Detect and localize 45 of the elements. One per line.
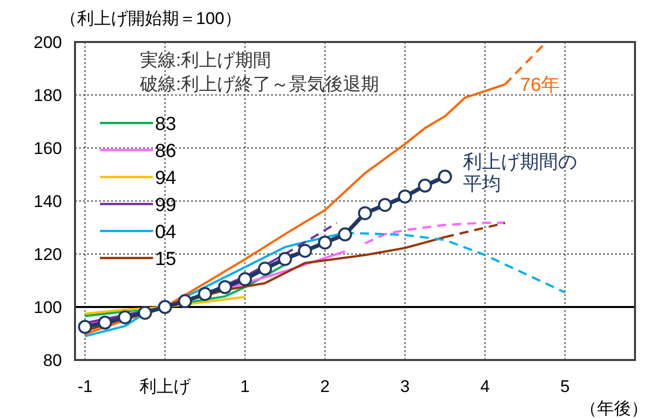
point — [158, 300, 172, 314]
y-tick-label: 200 — [34, 33, 62, 52]
annotation: 76年 — [520, 75, 560, 96]
point — [218, 280, 232, 294]
annotation: 破線:利上げ終了～景気後退期 — [139, 74, 380, 94]
y-tick-label: 160 — [34, 139, 62, 158]
point — [198, 287, 212, 302]
legend-label: 15 — [155, 249, 176, 270]
x-tick-label: 5 — [560, 377, 570, 396]
x-tick-label: 4 — [480, 377, 490, 396]
point — [318, 236, 332, 250]
y-tick-label: 80 — [43, 351, 62, 370]
legend-label: 86 — [155, 141, 176, 162]
point — [118, 310, 132, 324]
y-tick-label: 120 — [34, 245, 62, 264]
point — [378, 198, 392, 212]
x-tick-label: 1 — [240, 377, 250, 396]
x-tick-label: 2 — [320, 377, 330, 396]
point — [98, 316, 112, 330]
point — [438, 170, 452, 184]
y-tick-label: 100 — [34, 298, 62, 317]
point — [418, 178, 432, 193]
point — [238, 272, 252, 286]
legend-label: 99 — [155, 195, 176, 216]
x-axis-title: （年後） — [580, 399, 648, 418]
point — [278, 252, 292, 266]
point — [398, 189, 412, 204]
legend-label: 94 — [155, 168, 177, 189]
point — [338, 227, 352, 242]
annotation: 実線:利上げ期間 — [140, 50, 272, 70]
point — [258, 262, 272, 276]
y-tick-label: 140 — [34, 192, 62, 211]
x-tick-label: -1 — [77, 377, 93, 396]
x-tick-label: 3 — [400, 377, 410, 396]
point — [358, 206, 372, 220]
annotation: 利上げ期間の平均 — [463, 152, 577, 195]
point — [78, 320, 92, 334]
point — [178, 294, 192, 308]
x-tick-label: 利上げ — [140, 377, 192, 396]
y-tick-label: 180 — [34, 86, 62, 105]
point — [298, 244, 312, 258]
legend-label: 83 — [155, 114, 176, 135]
legend-label: 04 — [155, 222, 177, 243]
y-axis-title: （利上げ開始期＝100） — [60, 9, 242, 28]
point — [138, 306, 152, 320]
